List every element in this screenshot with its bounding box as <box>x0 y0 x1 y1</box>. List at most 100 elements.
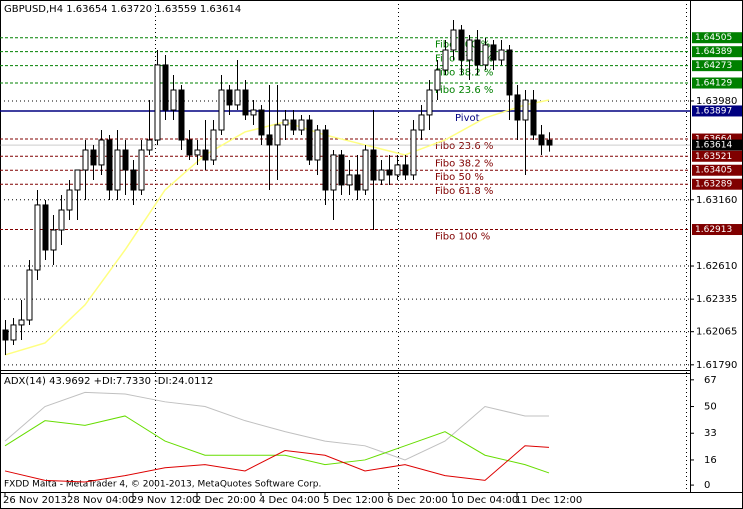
candle-body <box>186 139 193 156</box>
candle-body <box>34 204 41 271</box>
indicator-line <box>4 415 550 474</box>
level-label: Fibo 38.2 % <box>435 158 493 169</box>
level-value: 1.64389 <box>695 47 732 57</box>
candle-body <box>274 124 281 146</box>
candle-body <box>90 149 97 166</box>
candle-body <box>546 139 553 146</box>
level-label: Fibo 61.8 % <box>435 186 493 197</box>
copyright: FXDD Malta - MetaTrader 4, © 2001-2013, … <box>4 480 321 490</box>
candle-body <box>218 89 225 131</box>
level-value: 1.64505 <box>695 33 732 43</box>
level-label: Fibo 100 % <box>435 232 490 243</box>
y-tick-label: 50 <box>704 402 717 413</box>
candle-body <box>378 169 385 181</box>
candle-body <box>154 64 161 141</box>
level-label: Fibo 50 % <box>435 172 484 183</box>
candle-body <box>226 89 233 106</box>
candle-body <box>530 99 537 136</box>
candle-body <box>130 169 137 191</box>
candle-body <box>18 319 25 326</box>
candle-body <box>194 149 201 156</box>
candle-body <box>106 139 113 191</box>
level-box <box>692 60 742 72</box>
candle-body <box>370 149 377 181</box>
candle-body <box>26 269 33 321</box>
candle-body <box>98 139 105 166</box>
bid-box <box>692 139 742 151</box>
candle-body <box>386 169 393 176</box>
candle-body <box>234 89 241 106</box>
candle-body <box>506 49 513 96</box>
candle-body <box>482 44 489 66</box>
level-value: 1.63405 <box>695 166 732 176</box>
candle-body <box>490 44 497 61</box>
indicator-line <box>4 391 550 461</box>
x-tick-label: 4 Dec 04:00 <box>259 495 320 506</box>
x-tick-label: 11 Dec 12:00 <box>515 495 582 506</box>
level-label: Pivot <box>455 113 480 124</box>
candle-body <box>74 169 81 191</box>
level-value: 1.63897 <box>695 106 732 116</box>
candle-body <box>442 49 449 71</box>
level-box <box>692 224 742 236</box>
x-tick-label: 10 Dec 04:00 <box>451 495 518 506</box>
y-tick-label: 1.61790 <box>696 360 737 371</box>
candle-body <box>138 149 145 191</box>
candle-body <box>394 164 401 176</box>
candle-body <box>458 29 465 61</box>
candle-body <box>338 154 345 186</box>
y-tick-label: 0 <box>704 480 710 491</box>
candle-body <box>290 119 297 131</box>
x-tick-label: 2 Dec 20:00 <box>195 495 256 506</box>
indicator-line <box>4 445 550 483</box>
level-value: 1.63521 <box>695 152 732 162</box>
y-tick-label: 33 <box>704 428 717 439</box>
candle-body <box>498 49 505 61</box>
candle-body <box>450 29 457 51</box>
level-box <box>692 46 742 58</box>
candle-body <box>418 114 425 131</box>
candle-body <box>346 174 353 186</box>
level-box <box>692 178 742 190</box>
candle-body <box>402 164 409 176</box>
candle-body <box>66 189 73 211</box>
candle-body <box>522 99 529 121</box>
chart-title: GBPUSD,H4 1.63654 1.63720 1.63559 1.6361… <box>4 4 241 15</box>
y-tick-label: 1.62065 <box>696 327 737 338</box>
candle-body <box>162 64 169 111</box>
candle-body <box>410 129 417 176</box>
level-value: 1.62913 <box>695 225 732 235</box>
candle-body <box>50 229 57 251</box>
x-tick-label: 28 Nov 04:00 <box>67 495 134 506</box>
y-tick-label: 16 <box>704 455 717 466</box>
candle-body <box>434 69 441 91</box>
candle-body <box>314 129 321 161</box>
candle-body <box>426 89 433 116</box>
candle-body <box>210 129 217 161</box>
y-tick-label: 1.63160 <box>696 195 737 206</box>
candle-body <box>474 39 481 66</box>
level-value: 1.63289 <box>695 180 732 190</box>
candle-body <box>202 149 209 161</box>
y-tick-label: 67 <box>704 375 717 386</box>
candle-body <box>330 154 337 191</box>
level-box <box>692 32 742 44</box>
candle-body <box>10 324 17 341</box>
candle-body <box>242 89 249 116</box>
candle-body <box>354 174 361 191</box>
x-tick-label: 26 Nov 2013 <box>3 495 67 506</box>
candle-body <box>178 89 185 141</box>
indicator-title: ADX(14) 43.9692 +DI:7.7330 -DI:24.0112 <box>4 376 213 387</box>
level-box <box>692 105 742 117</box>
y-tick-label: 1.62335 <box>696 294 737 305</box>
candle-body <box>282 119 289 126</box>
level-box <box>692 77 742 89</box>
candle-body <box>2 329 9 341</box>
candle-body <box>250 109 257 116</box>
candle-body <box>322 129 329 191</box>
candle-body <box>146 139 153 151</box>
candle-body <box>514 94 521 121</box>
x-tick-label: 6 Dec 20:00 <box>387 495 448 506</box>
candle-body <box>170 89 177 111</box>
